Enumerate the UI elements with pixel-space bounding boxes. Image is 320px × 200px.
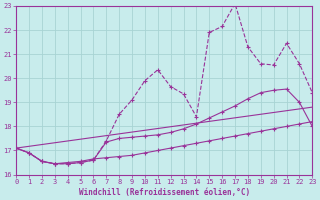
X-axis label: Windchill (Refroidissement éolien,°C): Windchill (Refroidissement éolien,°C) [79,188,250,197]
